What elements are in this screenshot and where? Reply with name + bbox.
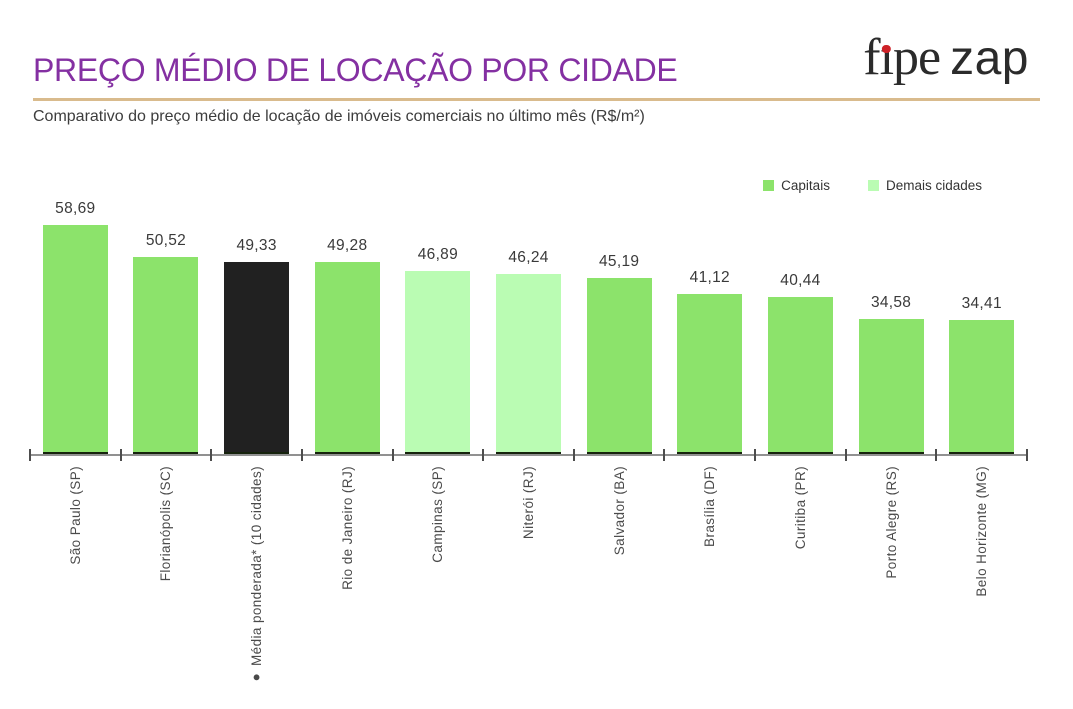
axis-tick	[29, 449, 31, 461]
axis-label: Belo Horizonte (MG)	[974, 466, 990, 597]
bar-value-label: 34,58	[870, 294, 912, 311]
bar-value-label: 50,52	[145, 232, 187, 249]
bar-column: 50,52	[121, 232, 212, 455]
logo-zap-text: zap	[950, 32, 1029, 85]
legend-item: Capitais	[763, 178, 830, 193]
axis-label: Brasília (DF)	[702, 466, 718, 547]
axis-label-cell: Niterói (RJ)	[483, 466, 574, 701]
bar-column: 40,44	[755, 272, 846, 455]
legend-item: Demais cidades	[867, 178, 982, 193]
bar-value-label: 46,24	[508, 249, 549, 266]
plot-area: 58,69 50,52 49,33 49,28 46,89 46,24 45,19 41,12…	[30, 185, 1027, 455]
bar	[224, 262, 290, 455]
bar-column: 58,69	[30, 200, 121, 455]
axis-label: Porto Alegre (RS)	[883, 466, 899, 579]
bar-value-label: 40,44	[780, 272, 821, 289]
axis-label-cell: ● Média ponderada* (10 cidades)	[211, 466, 302, 701]
bar	[405, 271, 471, 455]
axis-tick	[572, 449, 575, 461]
axis-label: Campinas (SP)	[430, 466, 446, 563]
bar	[949, 320, 1015, 455]
header-separator	[33, 98, 1040, 101]
logo-red-dot-icon	[882, 45, 891, 54]
page-title: PREÇO MÉDIO DE LOCAÇÃO POR CIDADE	[33, 52, 678, 88]
bar-column: 34,41	[936, 295, 1027, 455]
bar-value-label: 41,12	[689, 269, 730, 286]
bar	[496, 274, 562, 455]
bar	[677, 294, 743, 455]
bar-value-label: 45,19	[599, 253, 640, 270]
axis-label-cell: Brasília (DF)	[664, 466, 755, 701]
bar	[858, 319, 924, 455]
bar-value-label: 49,28	[327, 237, 368, 254]
axis-label: Florianópolis (SC)	[158, 466, 174, 582]
legend-label: Demais cidades	[885, 178, 982, 193]
bar	[314, 262, 380, 455]
bar-column: 49,28	[302, 237, 393, 455]
legend-label: Capitais	[781, 178, 830, 193]
legend-swatch	[763, 180, 775, 191]
axis-label: São Paulo (SP)	[67, 466, 83, 565]
axis-label: Rio de Janeiro (RJ)	[339, 466, 355, 590]
axis-tick	[300, 449, 303, 461]
axis-label-cell: São Paulo (SP)	[30, 466, 121, 701]
axis-label-cell: Rio de Janeiro (RJ)	[302, 466, 393, 701]
axis-label-cell: Curitiba (PR)	[755, 466, 846, 701]
axis-label: Niterói (RJ)	[521, 466, 537, 540]
legend-swatch	[867, 180, 879, 191]
bar-value-label: 46,89	[417, 246, 459, 263]
axis-tick	[844, 449, 847, 461]
axis-labels: São Paulo (SP) Florianópolis (SC) ● Média …	[30, 466, 1027, 701]
logo-fipe-text: fı pe	[863, 29, 941, 86]
axis-tick	[482, 449, 485, 461]
bar-value-label: 34,41	[961, 295, 1002, 312]
chart-subtitle: Comparativo do preço médio de locação de…	[33, 108, 645, 125]
chart-legend: Capitais Demais cidades	[763, 178, 982, 193]
axis-tick	[210, 449, 213, 461]
bar-column: 49,33	[211, 237, 302, 455]
bar	[133, 257, 199, 455]
axis-label: Salvador (BA)	[611, 466, 627, 556]
bar-column: 45,19	[574, 253, 665, 455]
axis-tick	[663, 449, 666, 461]
bar	[586, 278, 652, 455]
axis-tick	[119, 449, 122, 461]
axis-label-cell: Campinas (SP)	[393, 466, 484, 701]
axis-tick	[935, 449, 938, 461]
bar-column: 34,58	[846, 294, 937, 455]
axis-tick	[754, 449, 757, 461]
x-axis	[29, 449, 1028, 461]
axis-label: Curitiba (PR)	[792, 466, 808, 550]
bar-column: 41,12	[664, 269, 755, 455]
bar-column: 46,89	[393, 246, 484, 455]
axis-label-cell: Porto Alegre (RS)	[846, 466, 937, 701]
axis-label-cell: Florianópolis (SC)	[121, 466, 212, 701]
axis-tick	[391, 449, 394, 461]
bar-column: 46,24	[483, 249, 574, 455]
axis-label-cell: Salvador (BA)	[574, 466, 665, 701]
bar-value-label: 49,33	[236, 237, 277, 254]
bar	[42, 225, 108, 455]
fipezap-logo: fı pe zap	[863, 32, 1029, 84]
bar-value-label: 58,69	[55, 200, 96, 217]
axis-label: ● Média ponderada* (10 cidades)	[249, 466, 265, 686]
bar	[767, 297, 833, 455]
axis-label-cell: Belo Horizonte (MG)	[936, 466, 1027, 701]
axis-tick	[1026, 449, 1028, 461]
